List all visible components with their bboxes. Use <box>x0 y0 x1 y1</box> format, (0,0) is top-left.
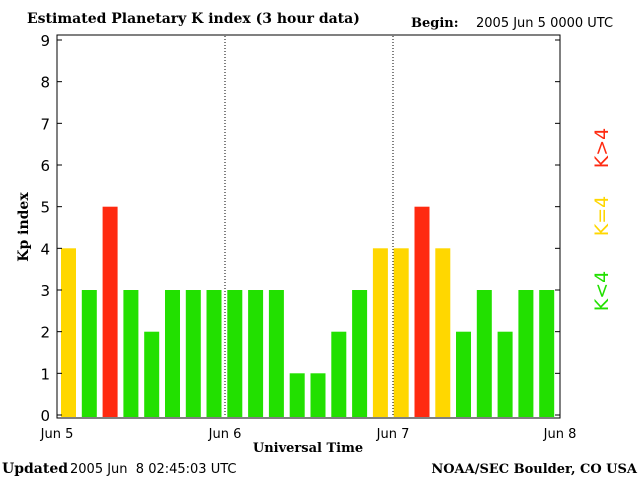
bar-7 <box>206 290 222 417</box>
bar-14 <box>352 290 368 417</box>
bar-13 <box>331 331 347 417</box>
bar-19 <box>456 331 471 417</box>
bar-1 <box>81 290 97 417</box>
bar-20 <box>476 290 492 417</box>
y-tick-label: 9 <box>40 32 50 50</box>
y-tick-label: 8 <box>40 74 50 92</box>
plot-frame <box>56 34 561 419</box>
bar-22 <box>518 290 534 417</box>
bar-12 <box>310 373 326 417</box>
y-tick-label: 3 <box>40 282 50 300</box>
begin-label: Begin: <box>411 16 459 31</box>
y-tick-label: 2 <box>40 324 50 342</box>
updated-value: 2005 Jun 8 02:45:03 UTC <box>70 462 237 477</box>
x-tick-label: Jun 7 <box>376 427 410 442</box>
bar-0 <box>61 248 76 417</box>
y-tick-label: 5 <box>40 199 50 217</box>
bar-8 <box>227 290 243 417</box>
bar-4 <box>144 331 160 417</box>
y-tick-label: 1 <box>40 365 50 383</box>
bar-11 <box>289 373 305 417</box>
bar-6 <box>185 290 201 417</box>
y-tick-label: 4 <box>40 240 50 258</box>
bar-18 <box>435 248 451 417</box>
begin-value: 2005 Jun 5 0000 UTC <box>476 16 613 31</box>
legend-k-greater-4: K>4 <box>591 128 613 168</box>
y-tick-label: 6 <box>40 157 50 175</box>
y-tick-label: 7 <box>40 115 50 133</box>
bars-group <box>61 206 555 417</box>
legend-k-less-4: K<4 <box>591 271 613 311</box>
bar-9 <box>248 290 264 417</box>
bar-23 <box>539 290 555 417</box>
x-axis-label: Universal Time <box>253 441 363 456</box>
bar-3 <box>123 290 139 417</box>
bar-16 <box>393 248 409 417</box>
bar-5 <box>165 290 180 417</box>
bar-15 <box>372 248 388 417</box>
bar-21 <box>497 331 513 417</box>
bar-17 <box>414 206 430 417</box>
credit-text: NOAA/SEC Boulder, CO USA <box>431 462 638 477</box>
y-axis-label: Kp index <box>16 192 32 262</box>
chart-title: Estimated Planetary K index (3 hour data… <box>27 11 360 27</box>
x-ticks-group: Jun 5 Jun 6 Jun 7 Jun 8 <box>40 427 577 442</box>
x-tick-label: Jun 8 <box>543 427 577 442</box>
x-tick-label: Jun 6 <box>208 427 242 442</box>
bar-2 <box>102 206 118 417</box>
x-tick-label: Jun 5 <box>40 427 74 442</box>
y-ticks-group: 0 1 2 3 4 5 6 7 8 9 <box>40 32 560 425</box>
y-tick-label: 0 <box>40 407 50 425</box>
bar-10 <box>268 290 284 417</box>
legend-k-equal-4: K=4 <box>591 196 613 236</box>
updated-label: Updated <box>2 461 68 477</box>
